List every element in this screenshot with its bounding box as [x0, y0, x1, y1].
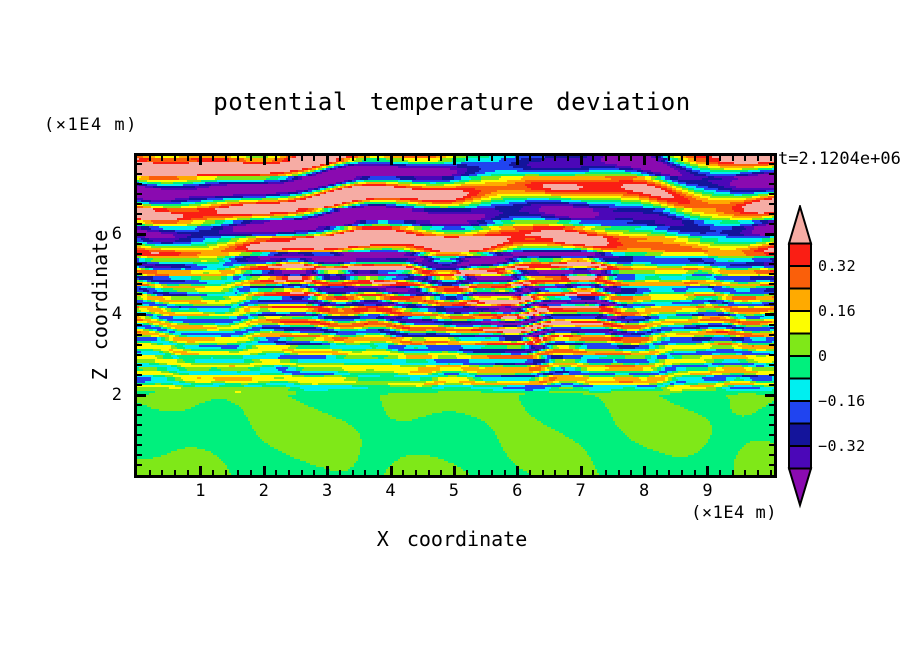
- x-tick-label: 7: [575, 481, 586, 501]
- z-tick-label: 6: [111, 224, 122, 245]
- x-axis-unit-label: (×1E4 m): [691, 503, 777, 523]
- z-axis-unit-label: (×1E4 m): [44, 115, 138, 135]
- colorbar-label: −0.16: [818, 392, 866, 410]
- x-tick-label: 6: [512, 481, 523, 501]
- colorbar-label: 0.32: [818, 257, 857, 275]
- colorbar: [787, 205, 813, 509]
- x-tick-label: 5: [448, 481, 460, 501]
- x-tick-label: 4: [385, 481, 396, 501]
- colorbar-label: 0: [818, 347, 828, 365]
- z-axis-label: Z coordinate: [88, 229, 112, 381]
- x-tick-label: 2: [258, 481, 269, 501]
- colorbar-segment: [788, 377, 812, 402]
- plot-area: [134, 153, 777, 478]
- colorbar-label: −0.32: [818, 437, 866, 455]
- colorbar-segment: [788, 310, 812, 335]
- chart-title: potential temperature deviation: [213, 88, 691, 116]
- colorbar-segment: [788, 400, 812, 425]
- colorbar-label: 0.16: [818, 302, 857, 320]
- z-tick-label: 2: [111, 384, 122, 405]
- colorbar-segment: [788, 422, 812, 447]
- contour-field-canvas: [137, 156, 774, 475]
- x-tick-label: 1: [195, 481, 206, 501]
- z-tick-label: 4: [111, 304, 122, 325]
- x-tick-label: 9: [702, 481, 713, 501]
- colorbar-below-range-cap: [787, 467, 813, 509]
- timestamp-label: t=2.1204e+06: [778, 149, 901, 169]
- colorbar-segment: [788, 445, 812, 470]
- x-tick-label: 8: [638, 481, 650, 501]
- colorbar-segment: [788, 287, 812, 312]
- colorbar-segment: [788, 332, 812, 357]
- colorbar-segment: [788, 355, 812, 380]
- colorbar-above-range-cap: [787, 205, 813, 245]
- colorbar-segment: [788, 265, 812, 290]
- x-axis-label: X coordinate: [376, 527, 528, 551]
- colorbar-segment: [788, 242, 812, 267]
- x-tick-label: 3: [322, 481, 333, 501]
